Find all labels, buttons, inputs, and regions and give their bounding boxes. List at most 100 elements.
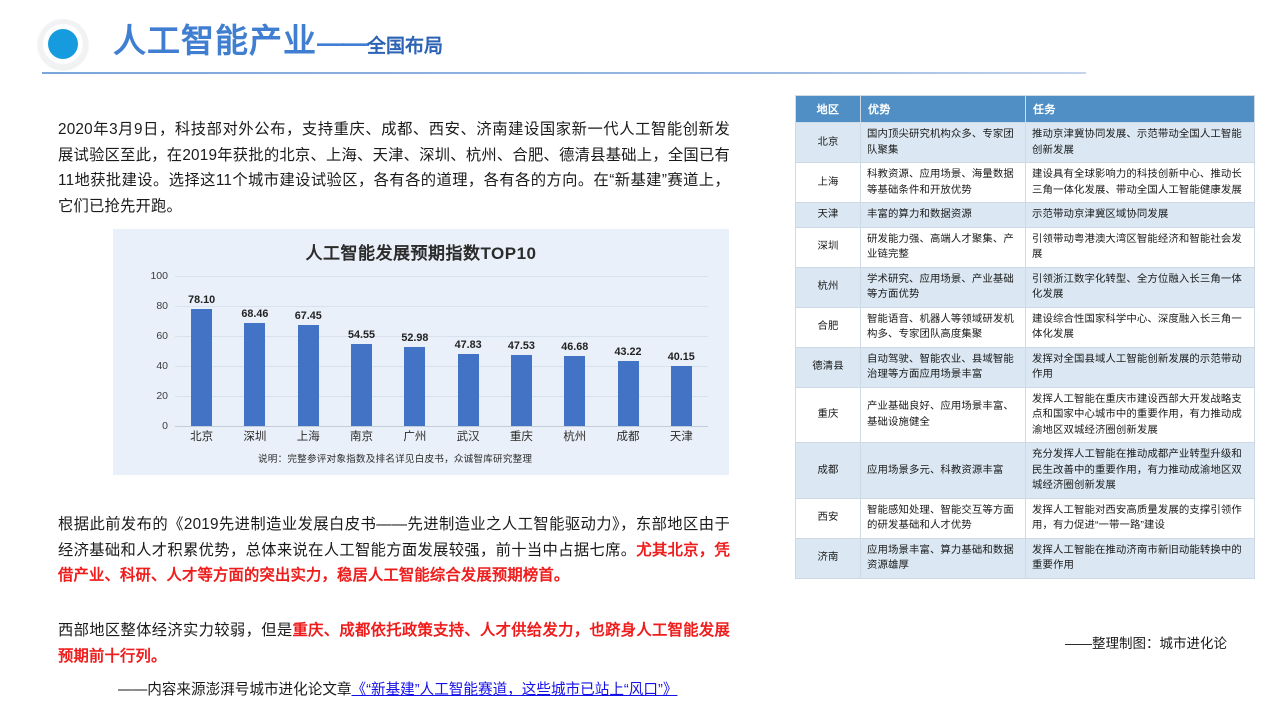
cell-region: 德清县 xyxy=(795,346,861,388)
region-table-wrapper: 地区 优势 任务 北京 国内顶尖研究机构众多、专家团队聚集 推动京津冀协同发展、示范… xyxy=(795,95,1255,579)
col-header-task: 任务 xyxy=(1025,95,1255,123)
chart-bar-value-label: 43.22 xyxy=(614,346,642,359)
chart-bar-value-label: 78.10 xyxy=(188,293,216,306)
chart-gridline xyxy=(175,366,708,367)
cell-advantage: 丰富的算力和数据资源 xyxy=(860,202,1026,228)
cell-task: 引领浙江数字化转型、全方位融入长三角一体化发展 xyxy=(1025,266,1255,308)
chart-bar-value-label: 47.53 xyxy=(507,339,535,352)
chart-x-tick-label: 武汉 xyxy=(456,431,480,443)
cell-task: 示范带动京津冀区域协同发展 xyxy=(1025,202,1255,228)
chart-gridline xyxy=(175,396,708,397)
chart-y-tick-label: 40 xyxy=(156,360,168,372)
chart-bar-cell: 78.10 xyxy=(175,276,228,426)
chart-bar-cell: 46.68 xyxy=(548,276,601,426)
cell-region: 北京 xyxy=(795,122,861,163)
chart-bar-cell: 47.83 xyxy=(441,276,494,426)
chart-axis-baseline xyxy=(175,426,708,427)
chart-plot-area: 0 20 40 60 80 100 78.10 68.46 67.45 54.55 52.98 47.… xyxy=(150,270,708,432)
cell-task: 发挥人工智能对西安高质量发展的支撑引领作用，有力促进“一带一路”建设 xyxy=(1025,497,1255,539)
page-title-sub: 全国布局 xyxy=(367,36,444,57)
chart-bar-value-label: 52.98 xyxy=(401,331,429,344)
table-row: 济南 应用场景丰富、算力基础和数据资源雄厚 发挥人工智能在推动济南市新旧动能转换中的… xyxy=(795,537,1255,579)
region-table-body: 北京 国内顶尖研究机构众多、专家团队聚集 推动京津冀协同发展、示范带动全国人工智能创… xyxy=(795,122,1255,579)
cell-task: 发挥人工智能在重庆市建设西部大开发战略支点和国家中心城市中的重要作用，有力推动成… xyxy=(1025,386,1255,443)
chart-bar[interactable] xyxy=(510,354,532,426)
bar-chart: 人工智能发展预期指数TOP10 0 20 40 60 80 100 78.10 68.46 67… xyxy=(113,229,729,475)
bullet-dot xyxy=(48,29,78,59)
bullet-decoration-icon xyxy=(38,19,88,69)
table-header-row: 地区 优势 任务 xyxy=(795,95,1255,123)
cell-region: 济南 xyxy=(795,537,861,579)
chart-y-tick-label: 20 xyxy=(156,390,168,402)
cell-region: 合肥 xyxy=(795,306,861,348)
bullet-ring xyxy=(43,24,83,64)
cell-advantage: 智能语音、机器人等领域研发机构多、专家团队高度集聚 xyxy=(860,306,1026,348)
chart-bar[interactable] xyxy=(457,354,479,426)
chart-bar-value-label: 46.68 xyxy=(561,340,589,353)
cell-task: 充分发挥人工智能在推动成都产业转型升级和民生改善中的重要作用，有力推动成渝地区双… xyxy=(1025,442,1255,499)
table-row: 杭州 学术研究、应用场景、产业基础等方面优势 引领浙江数字化转型、全方位融入长三角一… xyxy=(795,266,1255,308)
table-row: 西安 智能感知处理、智能交互等方面的研发基础和人才优势 发挥人工智能对西安高质量发展… xyxy=(795,497,1255,539)
chart-bar-cell: 52.98 xyxy=(388,276,441,426)
chart-x-tick-label: 杭州 xyxy=(563,431,587,443)
source-article-link[interactable]: 《“新基建”人工智能赛道，这些城市已站上“风口”》 xyxy=(351,682,678,698)
chart-x-tick-label: 上海 xyxy=(296,431,320,443)
cell-advantage: 研发能力强、高端人才聚集、产业链完整 xyxy=(860,226,1026,268)
source-attribution: ——内容来源澎湃号城市进化论文章《“新基建”人工智能赛道，这些城市已站上“风口”… xyxy=(58,679,748,701)
cell-task: 发挥对全国县域人工智能创新发展的示范带动作用 xyxy=(1025,346,1255,388)
analysis-text-red: 尤其北京，凭借产业、科研、人才等方面的突出实力，稳居人工智能综合发展预期榜首。 xyxy=(58,541,730,585)
chart-bar[interactable] xyxy=(244,323,266,426)
chart-bar[interactable] xyxy=(670,365,692,426)
cell-advantage: 国内顶尖研究机构众多、专家团队聚集 xyxy=(860,122,1026,163)
chart-note: 说明：完整参评对象指数及排名详见白皮书，众诚智库研究整理 xyxy=(258,454,533,465)
page-title-main: 人工智能产业 xyxy=(113,22,317,59)
intro-paragraph: 2020年3月9日，科技部对外公布，支持重庆、成都、西安、济南建设国家新一代人工… xyxy=(58,121,730,215)
chart-gridline xyxy=(175,276,708,277)
chart-bar-value-label: 47.83 xyxy=(454,339,482,352)
chart-bars: 78.10 68.46 67.45 54.55 52.98 47.83 47.53 46.68… xyxy=(175,276,708,426)
west-text-red: 重庆、成都依托政策支持、人才供给发力，也跻身人工智能发展预期前十行列。 xyxy=(58,622,730,665)
cell-region: 上海 xyxy=(795,162,861,203)
table-row: 合肥 智能语音、机器人等领域研发机构多、专家团队高度集聚 建设综合性国家科学中心、深… xyxy=(795,306,1255,348)
cell-region: 深圳 xyxy=(795,226,861,268)
cell-advantage: 应用场景多元、科教资源丰富 xyxy=(860,442,1026,499)
chart-bar-cell: 67.45 xyxy=(282,276,335,426)
table-row: 重庆 产业基础良好、应用场景丰富、基础设施健全 发挥人工智能在重庆市建设西部大开发战… xyxy=(795,386,1255,443)
chart-bar-value-label: 68.46 xyxy=(241,308,269,321)
chart-x-tick-label: 天津 xyxy=(669,431,693,443)
chart-bar[interactable] xyxy=(564,355,586,426)
source-prefix: ——内容来源澎湃号城市进化论文章 xyxy=(118,682,352,698)
chart-bar-cell: 47.53 xyxy=(495,276,548,426)
chart-y-tick-label: 100 xyxy=(150,270,168,282)
table-row: 北京 国内顶尖研究机构众多、专家团队聚集 推动京津冀协同发展、示范带动全国人工智能创… xyxy=(795,122,1255,163)
table-credit: ——整理制图：城市进化论 xyxy=(1065,636,1227,651)
slide-header: 人工智能产业——全国布局 xyxy=(0,0,1280,78)
chart-bar-cell: 54.55 xyxy=(335,276,388,426)
chart-bar[interactable] xyxy=(191,308,213,426)
chart-x-tick-label: 深圳 xyxy=(243,431,267,443)
cell-advantage: 智能感知处理、智能交互等方面的研发基础和人才优势 xyxy=(860,497,1026,539)
cell-task: 引领带动粤港澳大湾区智能经济和智能社会发展 xyxy=(1025,226,1255,268)
chart-bar[interactable] xyxy=(297,324,319,426)
chart-bar[interactable] xyxy=(351,344,373,426)
chart-x-tick-label: 南京 xyxy=(350,431,374,443)
cell-advantage: 科教资源、应用场景、海量数据等基础条件和开放优势 xyxy=(860,162,1026,203)
cell-task: 建设具有全球影响力的科技创新中心、推动长三角一体化发展、带动全国人工智能健康发展 xyxy=(1025,162,1255,203)
chart-bar[interactable] xyxy=(617,361,639,426)
cell-region: 重庆 xyxy=(795,386,861,443)
chart-x-axis: 北京 深圳 上海 南京 广州 武汉 重庆 杭州 成都 天津 xyxy=(175,428,708,444)
table-row: 上海 科教资源、应用场景、海量数据等基础条件和开放优势 建设具有全球影响力的科技创新… xyxy=(795,162,1255,203)
west-region-paragraph: 西部地区整体经济实力较弱，但是重庆、成都依托政策支持、人才供给发力，也跻身人工智… xyxy=(58,618,730,669)
cell-region: 成都 xyxy=(795,442,861,499)
chart-y-tick-label: 80 xyxy=(156,300,168,312)
chart-bar-cell: 40.15 xyxy=(655,276,708,426)
header-divider xyxy=(42,72,1086,74)
chart-x-tick-label: 北京 xyxy=(190,431,214,443)
chart-bar[interactable] xyxy=(404,346,426,426)
chart-bar-value-label: 40.15 xyxy=(667,350,695,363)
table-row: 成都 应用场景多元、科教资源丰富 充分发挥人工智能在推动成都产业转型升级和民生改善中… xyxy=(795,442,1255,499)
chart-y-tick-label: 60 xyxy=(156,330,168,342)
analysis-text-black: 根据此前发布的《2019先进制造业发展白皮书——先进制造业之人工智能驱动力》，东… xyxy=(58,516,730,559)
chart-bar-cell: 43.22 xyxy=(601,276,654,426)
